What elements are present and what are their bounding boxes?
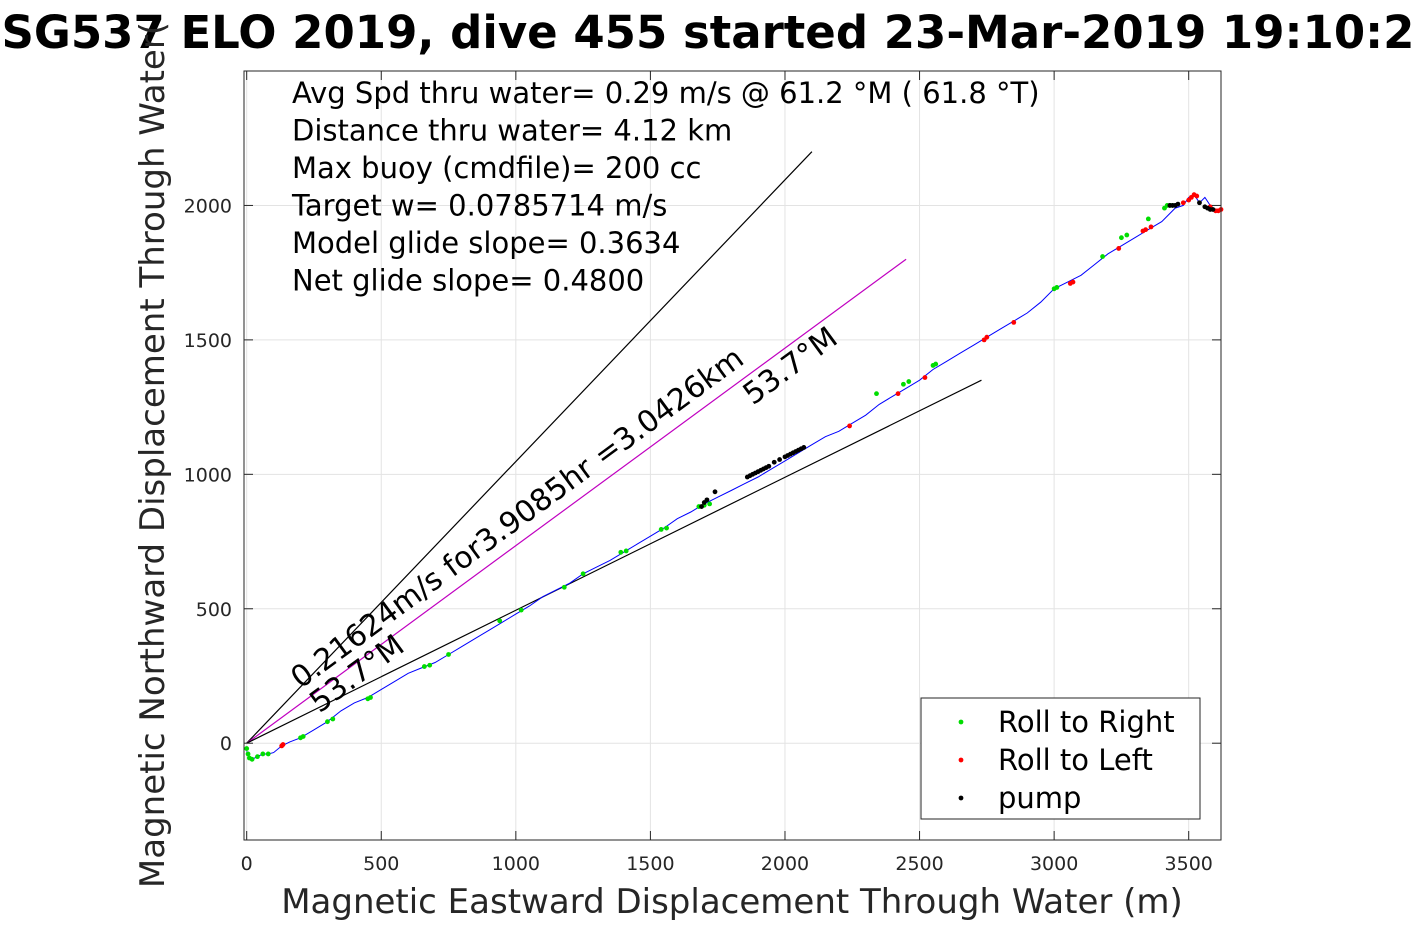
roll-to-left-point [1070, 279, 1076, 285]
roll-to-left-point [922, 375, 928, 380]
legend-label-roll-to-left: Roll to Left [998, 743, 1153, 777]
roll-to-right-point [300, 734, 306, 739]
roll-to-right-point [325, 719, 330, 725]
pump-point [766, 463, 772, 469]
info-line-1: Avg Spd thru water= 0.29 m/s @ 61.2 °M (… [292, 76, 1040, 110]
roll-to-left-point [847, 423, 852, 429]
roll-to-right-point [446, 652, 451, 657]
x-tick-label: 1000 [492, 853, 540, 875]
chart-title: SG537 ELO 2019, dive 455 started 23-Mar-… [2, 6, 1415, 59]
roll-to-right-point [265, 751, 271, 757]
roll-to-right-point [244, 746, 250, 751]
reference-lines [246, 151, 982, 744]
pump-point [801, 445, 807, 450]
roll-to-right-point [623, 548, 629, 554]
roll-to-left-point [280, 742, 286, 747]
roll-to-left-point [895, 391, 901, 397]
roll-to-right-point [561, 584, 567, 590]
y-tick-label: 0 [220, 733, 232, 755]
x-tick-label: 3500 [1165, 853, 1213, 875]
roll-to-left-point [1180, 200, 1186, 206]
y-tick-label: 1000 [184, 464, 232, 486]
x-tick-label: 0 [241, 853, 253, 875]
y-tick-label: 500 [196, 599, 232, 621]
roll-to-right-point [1119, 235, 1124, 241]
roll-to-right-point [497, 618, 503, 624]
roll-to-right-point [421, 664, 427, 669]
roll-to-right-point [901, 381, 906, 387]
pump-point [777, 457, 783, 462]
reference-line-2 [246, 258, 907, 744]
roll-to-right-point [874, 391, 879, 397]
roll-to-left-point [984, 334, 990, 340]
info-line-4: Target w= 0.0785714 m/s [291, 189, 667, 223]
legend-label-roll-to-right: Roll to Right [998, 705, 1175, 739]
pump-point [1175, 201, 1181, 207]
track-layer [246, 194, 1222, 760]
info-line-2: Distance thru water= 4.12 km [292, 114, 732, 148]
roll-to-right-point [707, 501, 713, 507]
x-tick-label: 2500 [895, 853, 943, 875]
roll-to-right-point [933, 361, 939, 367]
pump-point [1210, 207, 1216, 212]
roll-to-left-point [1148, 224, 1154, 230]
legend: Roll to Right Roll to Left pump [920, 697, 1201, 820]
roll-to-left-point [1143, 227, 1149, 233]
y-tick-label: 1500 [184, 330, 232, 352]
roll-to-right-point [658, 527, 664, 532]
x-tick-label: 2000 [761, 853, 809, 875]
y-axis-label: Magnetic Northward Displacement Through … [133, 22, 173, 888]
reference-line-1 [246, 151, 813, 744]
reference-line-3 [246, 379, 982, 744]
roll-to-right-point [1145, 216, 1151, 222]
x-tick-label: 500 [363, 853, 399, 875]
legend-marker-roll-to-right [958, 719, 964, 725]
x-axis-label: Magnetic Eastward Displacement Through W… [281, 882, 1183, 922]
roll-to-right-point [518, 607, 524, 613]
pump-point [771, 459, 777, 465]
points-layer [244, 192, 1224, 762]
legend-box [920, 697, 1201, 820]
info-line-3: Max buoy (cmdfile)= 200 cc [292, 151, 701, 185]
plot-frame [243, 70, 1222, 841]
roll-to-right-point [1054, 285, 1060, 290]
pump-point [712, 489, 718, 495]
roll-to-right-point [427, 662, 433, 668]
pump-point [704, 497, 710, 503]
roll-to-right-point [664, 525, 669, 531]
pump-point [699, 504, 704, 509]
roll-to-right-point [255, 754, 260, 760]
roll-to-right-point [1124, 232, 1130, 238]
x-tick-label: 1500 [626, 853, 674, 875]
x-tick-label: 3000 [1030, 853, 1078, 875]
roll-to-right-point [618, 549, 624, 555]
info-text-block: Avg Spd thru water= 0.29 m/s @ 61.2 °M (… [291, 76, 1040, 298]
axis-ticks: 0 500 1000 1500 2000 2500 3000 3500 0 500 1000 1500… [184, 71, 1221, 875]
roll-to-left-point [1011, 320, 1017, 325]
roll-to-right-point [1100, 254, 1105, 259]
track-line [246, 194, 1222, 760]
roll-to-right-point [249, 756, 255, 762]
legend-label-pump: pump [998, 781, 1081, 815]
info-line-6: Net glide slope= 0.4800 [292, 264, 644, 298]
plot-area: 0.21624m/s for3.9085hr =3.0426km53.7°M53… [184, 70, 1224, 875]
roll-to-right-point [260, 751, 266, 757]
roll-to-right-point [368, 695, 373, 700]
roll-to-right-point [580, 571, 586, 577]
roll-to-right-point [330, 716, 336, 722]
legend-marker-roll-to-left [958, 757, 964, 763]
info-line-5: Model glide slope= 0.3634 [292, 226, 680, 260]
roll-to-right-point [906, 379, 912, 384]
roll-to-left-point [1116, 246, 1122, 251]
roll-to-right-point [245, 751, 251, 757]
pump-point [1197, 200, 1202, 206]
legend-marker-pump [958, 795, 964, 801]
roll-to-left-point [1194, 193, 1200, 199]
y-tick-label: 2000 [184, 195, 232, 217]
